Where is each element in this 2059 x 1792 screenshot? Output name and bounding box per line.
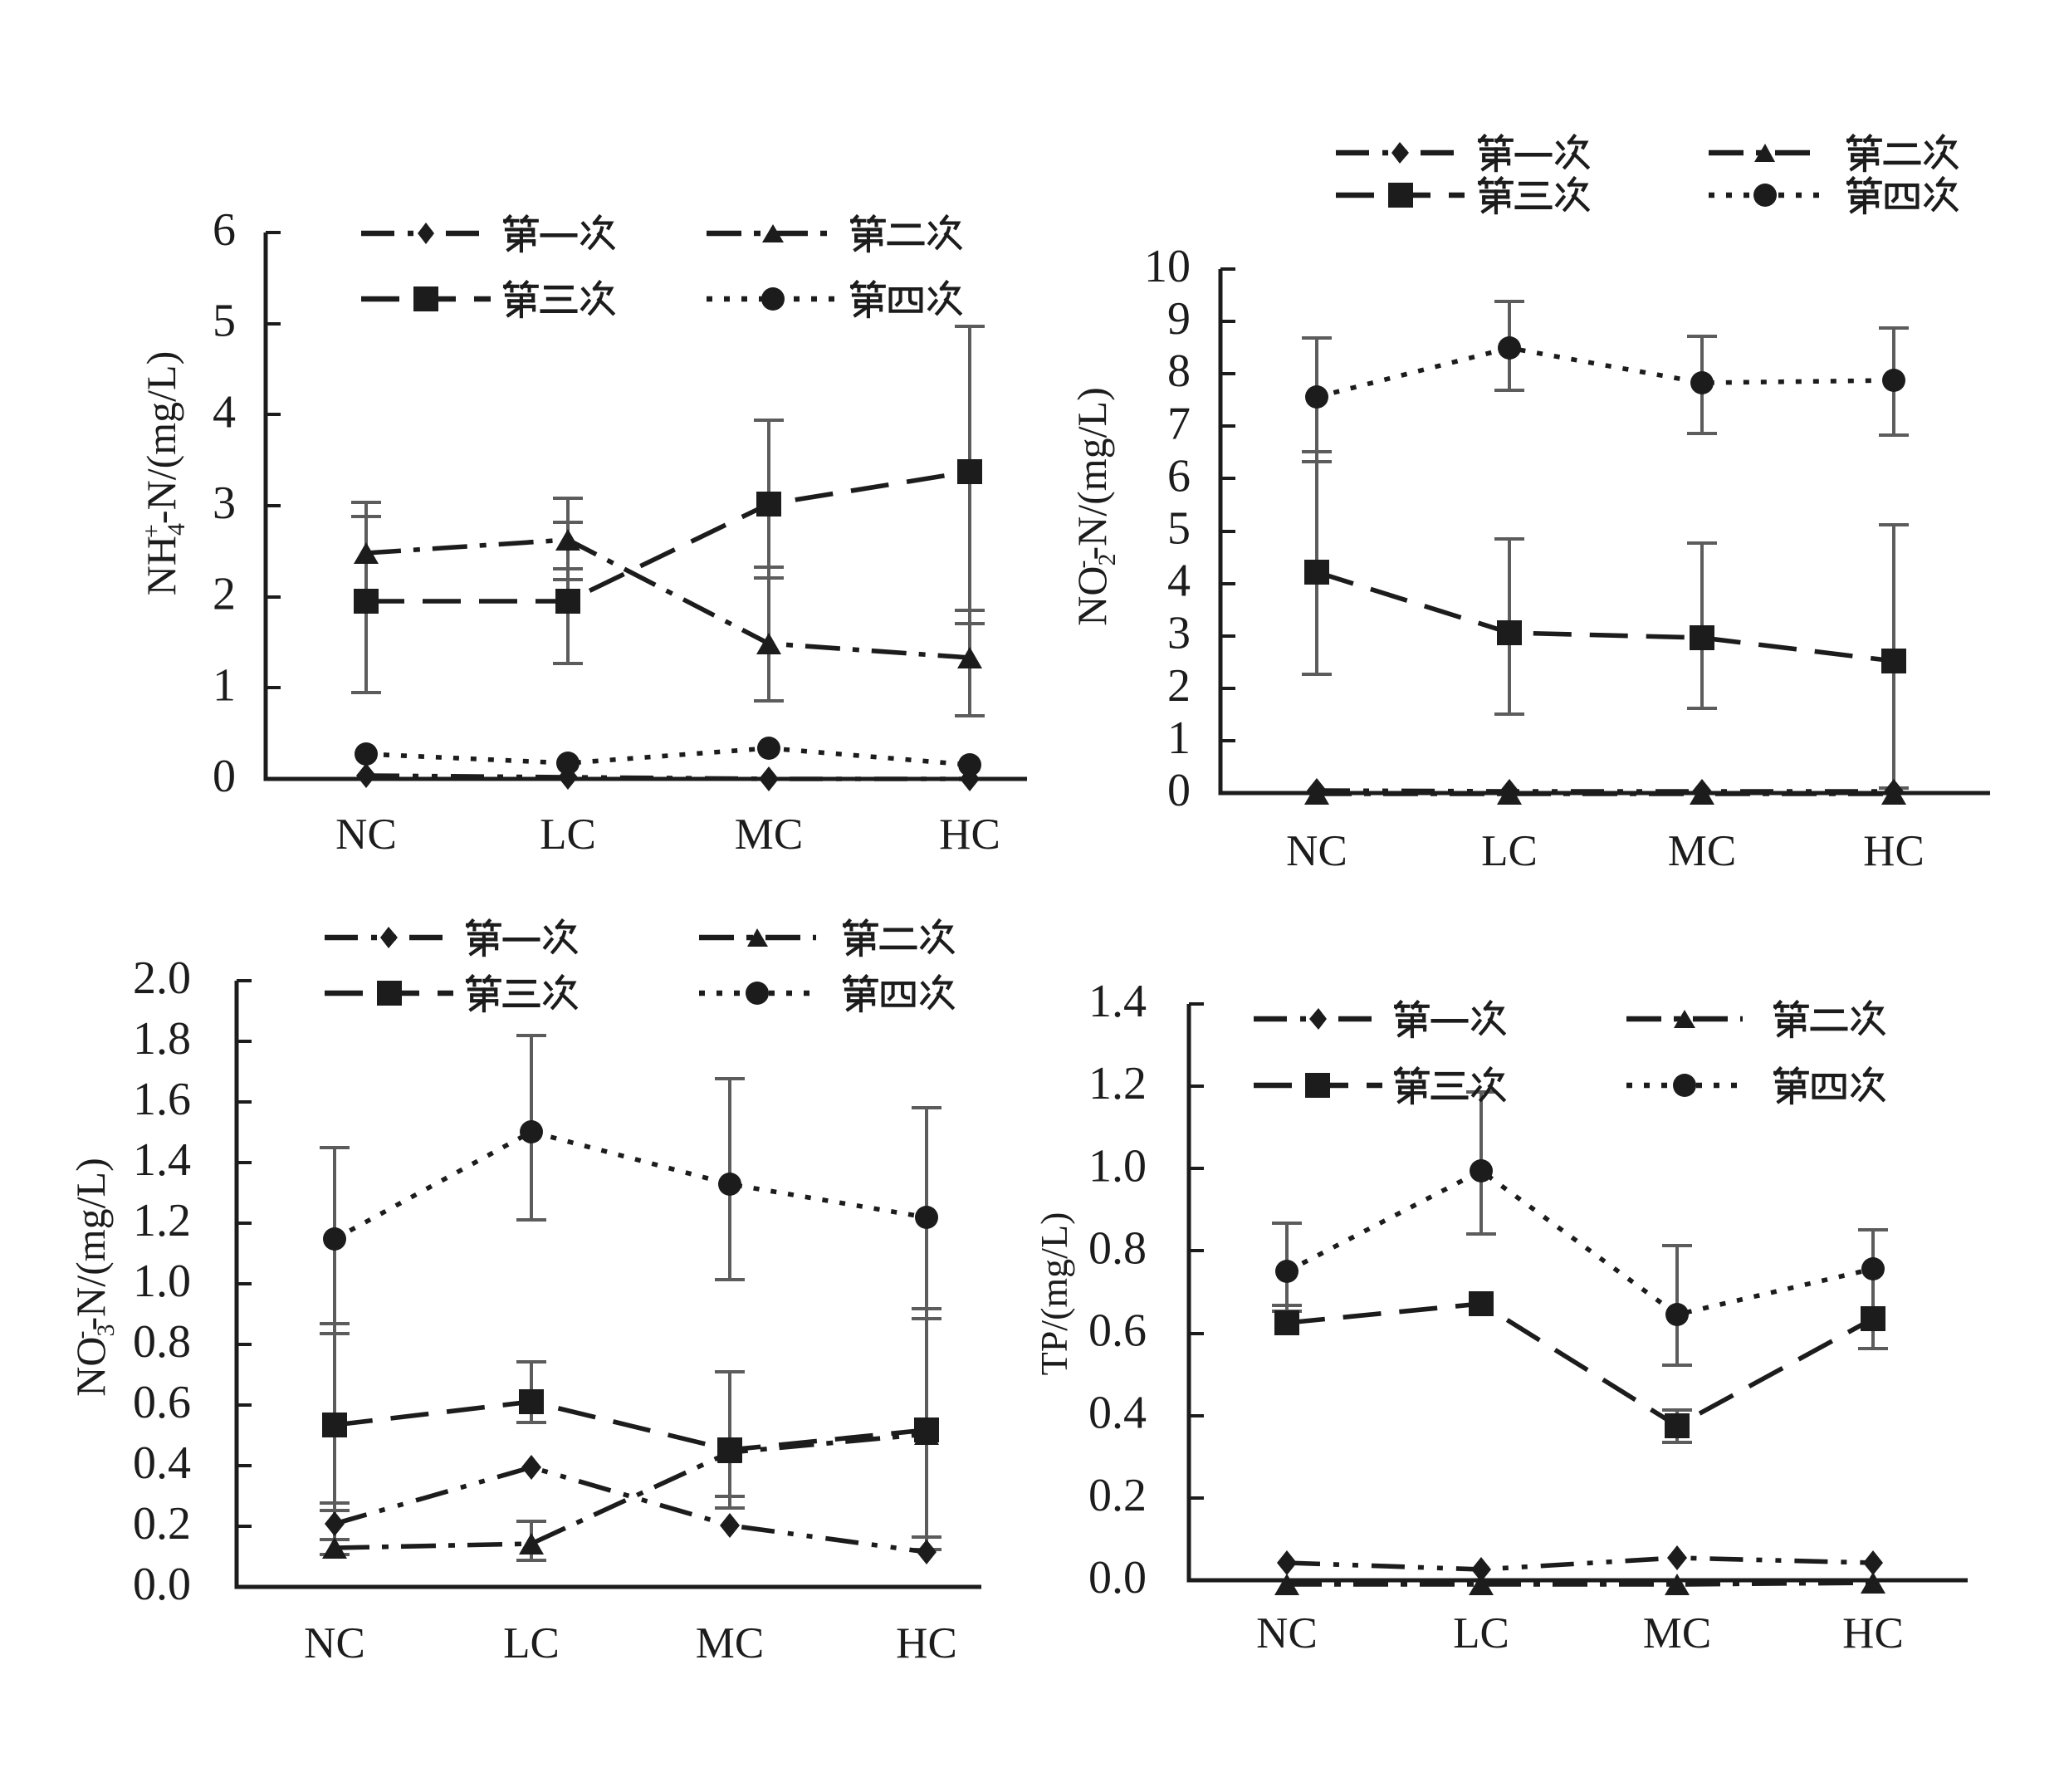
svg-text:LC: LC bbox=[540, 810, 596, 859]
svg-text:1: 1 bbox=[1167, 712, 1191, 764]
svg-text:NO2--N/(mg/L): NO2--N/(mg/L) bbox=[1069, 387, 1121, 626]
svg-text:9: 9 bbox=[1167, 293, 1191, 345]
svg-text:1.0: 1.0 bbox=[1088, 1140, 1147, 1192]
svg-text:0.6: 0.6 bbox=[133, 1377, 191, 1428]
svg-text:MC: MC bbox=[735, 810, 803, 859]
svg-text:0.0: 0.0 bbox=[1088, 1552, 1147, 1603]
svg-text:0.8: 0.8 bbox=[133, 1316, 191, 1368]
svg-text:2.0: 2.0 bbox=[133, 952, 191, 1004]
svg-text:NH4+-N/(mg/L): NH4+-N/(mg/L) bbox=[138, 351, 190, 595]
svg-text:NO3--N/(mg/L): NO3--N/(mg/L) bbox=[67, 1158, 120, 1397]
svg-text:NC: NC bbox=[1256, 1609, 1318, 1657]
svg-text:TP/(mg/L): TP/(mg/L) bbox=[1033, 1212, 1075, 1376]
svg-text:0.4: 0.4 bbox=[133, 1437, 191, 1489]
svg-text:0.0: 0.0 bbox=[133, 1559, 191, 1610]
svg-text:1.2: 1.2 bbox=[1088, 1058, 1147, 1109]
svg-text:HC: HC bbox=[1842, 1609, 1904, 1657]
svg-text:5: 5 bbox=[1167, 503, 1191, 555]
svg-text:LC: LC bbox=[1453, 1609, 1509, 1657]
svg-text:1.4: 1.4 bbox=[1088, 976, 1147, 1027]
svg-text:7: 7 bbox=[1167, 398, 1191, 449]
svg-text:0.4: 0.4 bbox=[1088, 1388, 1147, 1439]
svg-text:NC: NC bbox=[335, 810, 397, 859]
svg-text:HC: HC bbox=[896, 1619, 957, 1667]
svg-text:LC: LC bbox=[1481, 827, 1538, 875]
svg-text:0.8: 0.8 bbox=[1088, 1222, 1147, 1274]
svg-text:2: 2 bbox=[1167, 660, 1191, 712]
svg-text:0.2: 0.2 bbox=[1088, 1470, 1147, 1521]
svg-text:0: 0 bbox=[1167, 765, 1191, 816]
svg-text:1.2: 1.2 bbox=[133, 1195, 191, 1246]
svg-text:3: 3 bbox=[213, 477, 236, 529]
svg-text:0: 0 bbox=[213, 751, 236, 802]
svg-text:6: 6 bbox=[213, 204, 236, 256]
svg-text:LC: LC bbox=[503, 1619, 560, 1667]
svg-text:5: 5 bbox=[213, 296, 236, 347]
svg-text:HC: HC bbox=[939, 810, 1000, 859]
svg-text:1.4: 1.4 bbox=[133, 1134, 191, 1186]
svg-text:3: 3 bbox=[1167, 608, 1191, 659]
svg-text:4: 4 bbox=[1167, 556, 1191, 607]
svg-text:0.2: 0.2 bbox=[133, 1498, 191, 1550]
svg-text:10: 10 bbox=[1144, 241, 1191, 292]
svg-text:NC: NC bbox=[1286, 827, 1347, 875]
svg-text:1.6: 1.6 bbox=[133, 1074, 191, 1125]
svg-text:1.0: 1.0 bbox=[133, 1256, 191, 1307]
svg-text:4: 4 bbox=[213, 386, 236, 438]
svg-text:MC: MC bbox=[696, 1619, 764, 1667]
svg-text:HC: HC bbox=[1863, 827, 1925, 875]
svg-text:2: 2 bbox=[213, 569, 236, 620]
svg-text:8: 8 bbox=[1167, 345, 1191, 397]
svg-text:0.6: 0.6 bbox=[1088, 1305, 1147, 1357]
svg-text:6: 6 bbox=[1167, 450, 1191, 502]
svg-text:1: 1 bbox=[213, 659, 236, 711]
svg-text:MC: MC bbox=[1643, 1609, 1711, 1657]
svg-text:NC: NC bbox=[304, 1619, 365, 1667]
svg-text:MC: MC bbox=[1668, 827, 1736, 875]
svg-text:1.8: 1.8 bbox=[133, 1013, 191, 1065]
